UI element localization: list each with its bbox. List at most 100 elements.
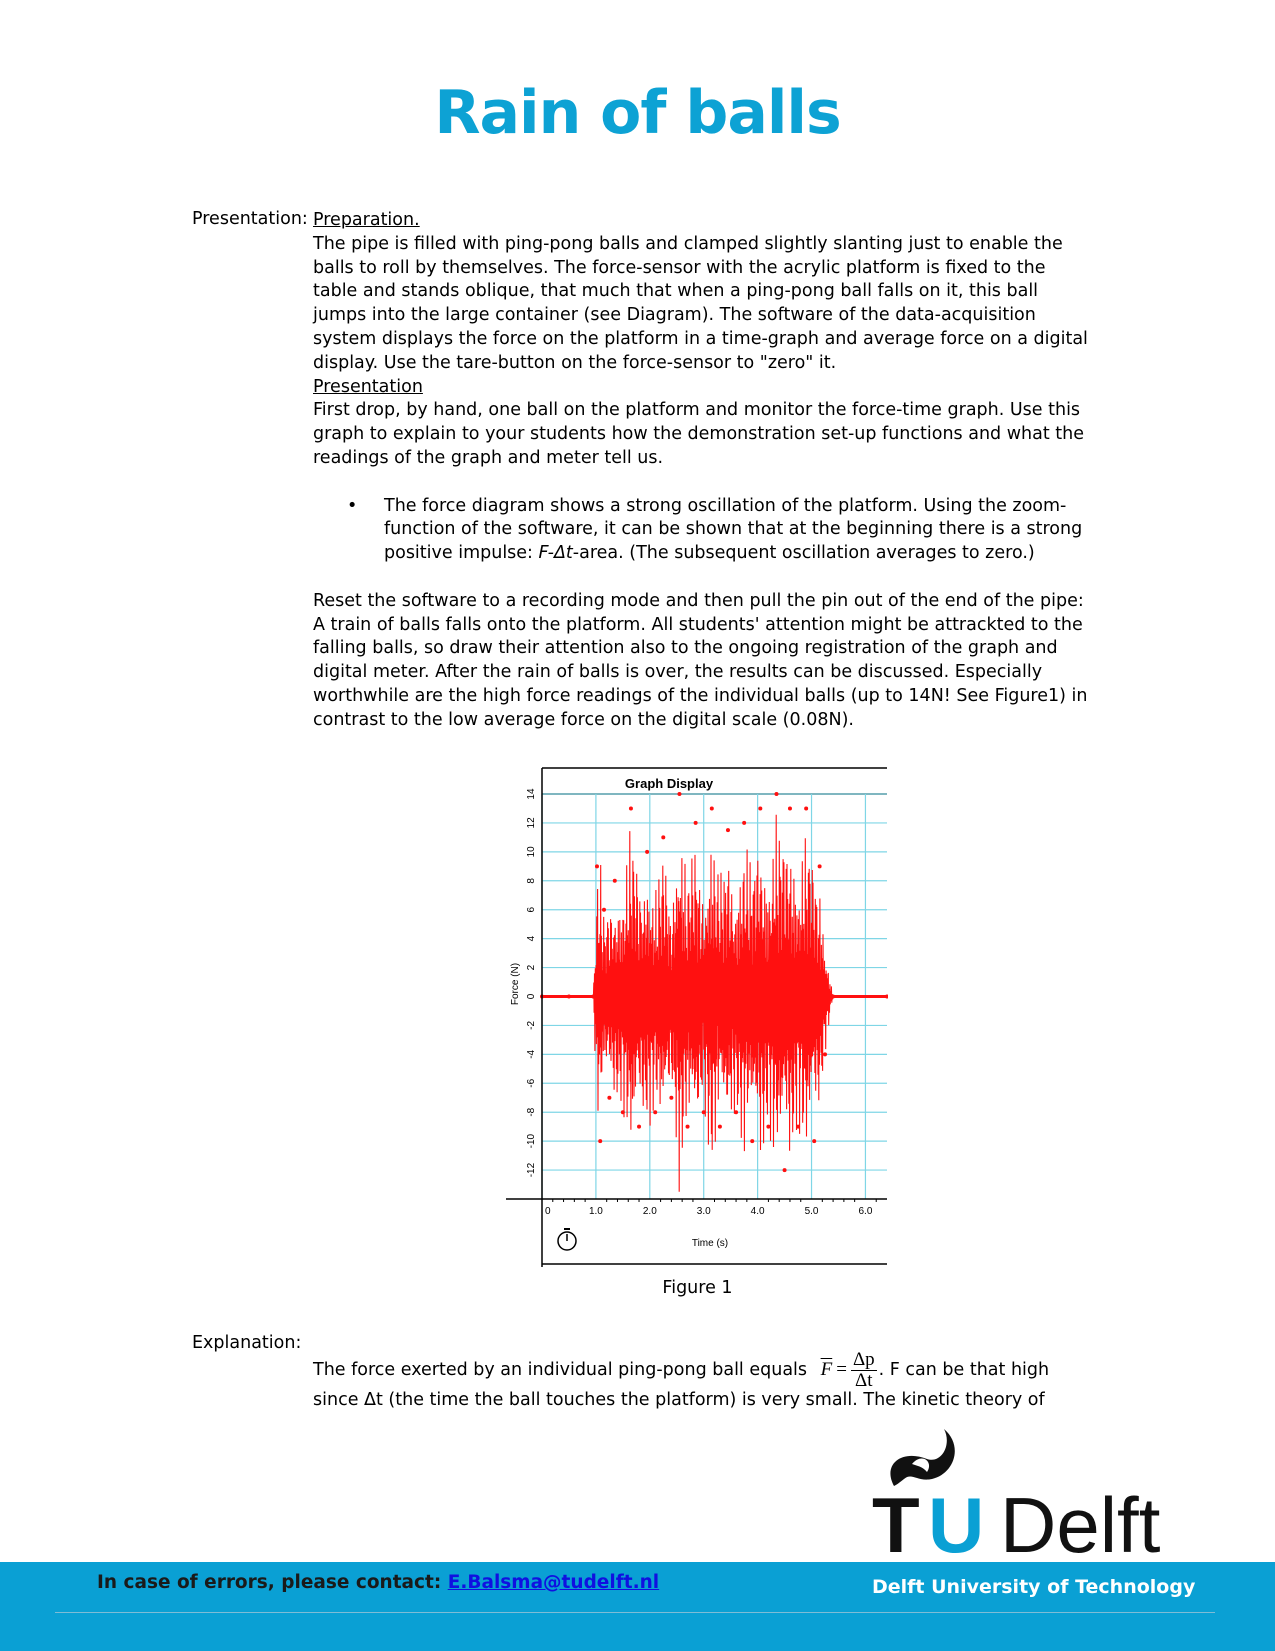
bullet-text-a: The force diagram shows a strong oscilla… bbox=[384, 495, 1083, 564]
logo-letter-u: U bbox=[928, 1481, 984, 1558]
data-point bbox=[717, 1124, 722, 1129]
data-point bbox=[831, 994, 836, 999]
data-point bbox=[637, 1124, 642, 1129]
footer-divider bbox=[55, 1612, 1215, 1613]
chart-title: Graph Display bbox=[625, 776, 714, 791]
x-tick-label: 2.0 bbox=[643, 1206, 657, 1217]
data-point bbox=[817, 864, 822, 869]
data-point bbox=[620, 1110, 625, 1115]
presentation-label: Presentation: bbox=[192, 209, 308, 229]
y-tick-label: -12 bbox=[526, 1162, 537, 1177]
data-point bbox=[796, 1124, 801, 1129]
preparation-text: The pipe is filled with ping-pong balls … bbox=[313, 233, 1088, 373]
data-point bbox=[804, 806, 809, 811]
x-tick-label: 4.0 bbox=[751, 1206, 765, 1217]
y-tick-label: 10 bbox=[526, 846, 537, 858]
logo-letter-t: T bbox=[872, 1481, 920, 1558]
data-point bbox=[612, 878, 617, 883]
y-tick-label: 14 bbox=[526, 788, 537, 800]
data-point bbox=[677, 792, 682, 796]
data-point bbox=[766, 1124, 771, 1129]
data-point bbox=[628, 806, 633, 811]
presentation-heading: Presentation bbox=[313, 376, 423, 397]
data-point bbox=[669, 1095, 674, 1100]
formula-denominator: Δt bbox=[855, 1369, 873, 1391]
footer-contact: In case of errors, please contact: E.Bal… bbox=[97, 1572, 659, 1593]
y-tick-label: 8 bbox=[526, 878, 537, 884]
y-tick-label: -6 bbox=[526, 1078, 537, 1087]
data-point bbox=[758, 806, 763, 811]
data-point bbox=[812, 1139, 817, 1144]
flame-icon bbox=[890, 1429, 955, 1486]
data-point bbox=[742, 820, 747, 825]
y-tick-label: 6 bbox=[526, 906, 537, 912]
y-tick-label: 0 bbox=[526, 993, 537, 999]
data-point bbox=[566, 994, 571, 999]
data-point bbox=[734, 1110, 739, 1115]
data-point bbox=[750, 1139, 755, 1144]
force-series bbox=[540, 792, 888, 1192]
data-point bbox=[645, 849, 650, 854]
university-name: Delft University of Technology bbox=[872, 1576, 1196, 1598]
data-point bbox=[591, 994, 596, 999]
y-tick-label: -4 bbox=[526, 1049, 537, 1058]
y-axis-label: Force (N) bbox=[510, 963, 521, 1005]
data-point bbox=[661, 835, 666, 840]
data-point bbox=[709, 806, 714, 811]
logo-word-delft: Delft bbox=[1000, 1481, 1161, 1558]
data-point bbox=[598, 1139, 603, 1144]
bullet-icon: • bbox=[347, 495, 358, 516]
x-tick-label: 5.0 bbox=[805, 1206, 819, 1217]
y-axis-ticks: -12 -10 -8 -6 -4 -2 0 2 4 6 8 10 12 14 bbox=[526, 788, 537, 1177]
x-axis-label: Time (s) bbox=[692, 1238, 728, 1249]
stopwatch-icon bbox=[557, 1228, 577, 1251]
x-axis-ticks: 0 1.0 2.0 3.0 4.0 5.0 6.0 bbox=[545, 1199, 877, 1217]
explanation-text-after: . F can be that high bbox=[878, 1360, 1050, 1380]
data-point bbox=[782, 1168, 787, 1173]
preparation-heading: Preparation. bbox=[313, 210, 420, 230]
data-point bbox=[823, 1052, 828, 1057]
reset-text: Reset the software to a recording mode a… bbox=[313, 590, 1088, 730]
data-point bbox=[685, 1124, 690, 1129]
explanation-text-before: The force exerted by an individual ping-… bbox=[313, 1360, 808, 1380]
data-point bbox=[774, 792, 779, 796]
x-tick-label: 3.0 bbox=[697, 1206, 711, 1217]
figure-caption: Figure 1 bbox=[662, 1278, 733, 1298]
y-tick-label: -8 bbox=[526, 1107, 537, 1116]
data-point bbox=[693, 820, 698, 825]
data-point bbox=[787, 806, 792, 811]
tu-delft-logo: T U Delft bbox=[872, 1429, 1161, 1558]
explanation-section: The force exerted by an individual ping-… bbox=[313, 1346, 1093, 1412]
force-line bbox=[541, 814, 888, 1192]
presentation-section: Preparation. The pipe is filled with pin… bbox=[313, 209, 1093, 733]
chart-title-band bbox=[542, 768, 887, 794]
explanation-line2: since Δt (the time the ball touches the … bbox=[313, 1390, 1045, 1410]
x-tick-label: 1.0 bbox=[589, 1206, 603, 1217]
y-tick-label: -10 bbox=[526, 1133, 537, 1148]
data-point bbox=[701, 1110, 706, 1115]
data-point bbox=[653, 1110, 658, 1115]
y-tick-label: 4 bbox=[526, 935, 537, 941]
y-tick-label: -2 bbox=[526, 1021, 537, 1030]
force-formula: F = Δp Δt bbox=[820, 1348, 877, 1391]
data-point bbox=[885, 994, 888, 999]
explanation-label: Explanation: bbox=[192, 1333, 302, 1353]
formula-numerator: Δp bbox=[850, 1348, 877, 1371]
footer: In case of errors, please contact: E.Bal… bbox=[0, 1562, 1275, 1651]
bullet-emphasis: F-Δt bbox=[538, 543, 573, 564]
bullet-text-b: -area. (The subsequent oscillation avera… bbox=[572, 543, 1035, 564]
presentation-text: First drop, by hand, one ball on the pla… bbox=[313, 400, 1084, 468]
formula-lhs: F bbox=[820, 1359, 833, 1380]
y-tick-label: 12 bbox=[526, 817, 537, 829]
y-tick-label: 2 bbox=[526, 964, 537, 970]
data-point bbox=[725, 828, 730, 833]
contact-email-link[interactable]: E.Balsma@tudelft.nl bbox=[447, 1572, 660, 1593]
force-time-chart: Graph Display -12-10-8-6-4-202468101214 … bbox=[506, 767, 888, 1267]
x-tick-label: 0 bbox=[545, 1206, 551, 1217]
bullet-item: • The force diagram shows a strong oscil… bbox=[347, 495, 1093, 566]
data-point bbox=[601, 907, 606, 912]
x-tick-label: 6.0 bbox=[858, 1206, 872, 1217]
data-point bbox=[607, 1095, 612, 1100]
page-title: Rain of balls bbox=[434, 78, 841, 148]
data-point bbox=[594, 864, 599, 869]
